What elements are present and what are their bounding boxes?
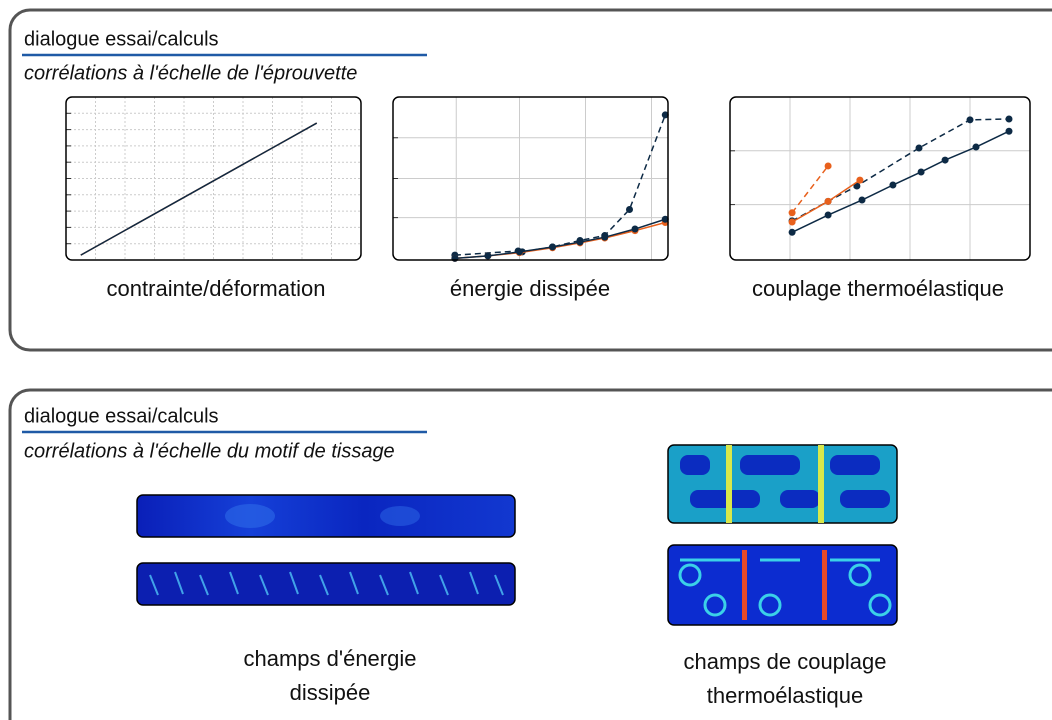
image-caption: thermoélastique xyxy=(707,683,864,708)
heatmap xyxy=(136,562,516,606)
panel-title: dialogue essai/calculs xyxy=(24,28,219,50)
charts: contrainte/déformation énergie dissipée co… xyxy=(65,96,1031,708)
chart-caption: couplage thermoélastique xyxy=(752,276,1004,301)
chart-caption: énergie dissipée xyxy=(450,276,610,301)
data-point xyxy=(889,181,897,189)
data-point xyxy=(824,211,832,219)
data-point xyxy=(858,196,866,204)
data-point xyxy=(516,248,523,256)
heatmap xyxy=(667,544,898,626)
data-point xyxy=(856,176,864,184)
data-point xyxy=(966,116,974,124)
data-point xyxy=(601,233,609,241)
data-point xyxy=(853,182,861,190)
panel-title: dialogue essai/calculs xyxy=(24,405,219,427)
image-caption: champs de couplage xyxy=(683,649,886,674)
data-point xyxy=(915,144,923,152)
plot-frame xyxy=(392,96,669,261)
plot-area xyxy=(730,97,1030,260)
data-point xyxy=(917,168,925,176)
data-point xyxy=(626,205,633,213)
panel-frame xyxy=(8,8,1052,352)
data-point xyxy=(788,218,796,226)
series-line xyxy=(80,122,318,256)
chart-caption: contrainte/déformation xyxy=(107,276,326,301)
data-point xyxy=(824,197,832,205)
panel-frame xyxy=(8,388,1052,720)
data-point xyxy=(1005,127,1013,135)
plot-frame xyxy=(65,96,362,261)
data-point xyxy=(661,111,669,119)
data-point xyxy=(484,252,492,260)
data-point xyxy=(631,225,639,233)
data-point xyxy=(451,254,459,262)
data-point xyxy=(941,156,949,164)
panel-subtitle: corrélations à l'échelle de l'éprouvette xyxy=(24,62,357,84)
series-line xyxy=(454,218,666,260)
data-point xyxy=(972,143,980,151)
data-point xyxy=(549,243,556,251)
data-point xyxy=(1005,115,1013,123)
image-caption: champs d'énergie xyxy=(244,646,417,671)
data-point xyxy=(576,238,584,246)
series-line xyxy=(791,130,1010,233)
data-point xyxy=(788,228,796,236)
data-point xyxy=(661,215,669,223)
image-caption: dissipée xyxy=(290,680,371,705)
plot-frame xyxy=(729,96,1031,261)
heatmap xyxy=(667,444,898,524)
data-point xyxy=(788,209,796,217)
data-point xyxy=(824,162,832,170)
panel-subtitle: corrélations à l'échelle du motif de tis… xyxy=(24,440,395,462)
heatmap xyxy=(136,494,516,538)
